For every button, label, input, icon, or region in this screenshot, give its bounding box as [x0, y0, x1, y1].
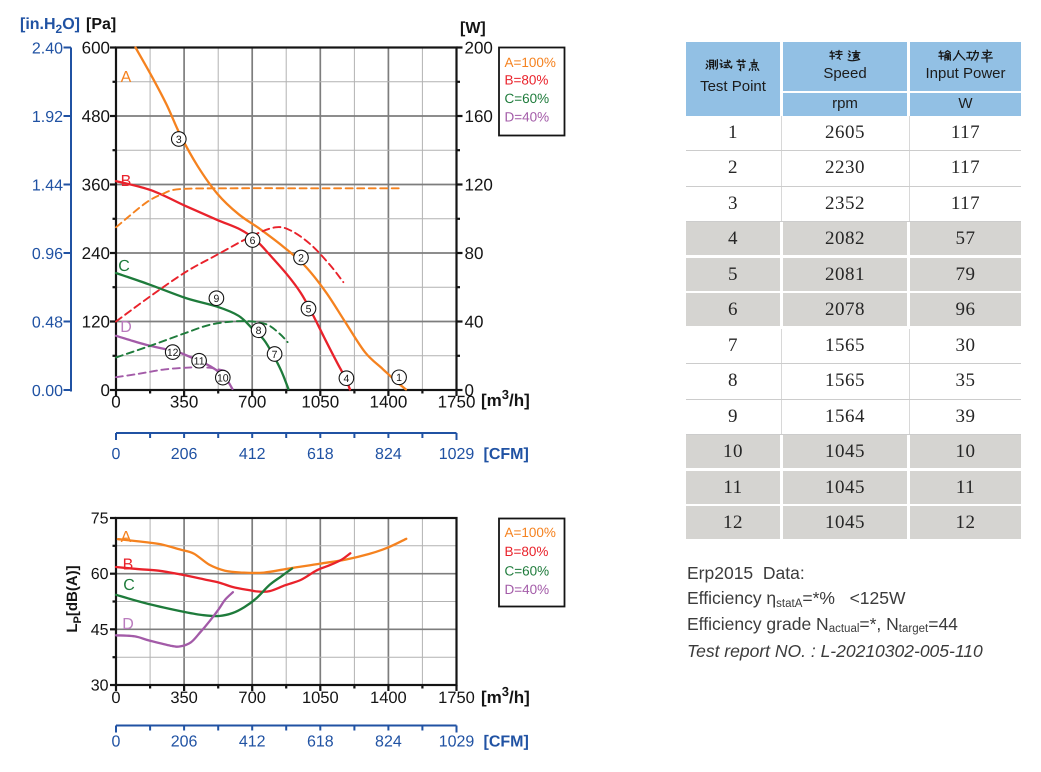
svg-text:600: 600 — [82, 39, 110, 58]
svg-text:D: D — [122, 616, 134, 633]
svg-text:[m3/h]: [m3/h] — [481, 387, 530, 410]
svg-text:618: 618 — [307, 446, 334, 463]
svg-text:5: 5 — [306, 303, 312, 315]
svg-text:75: 75 — [91, 511, 109, 528]
svg-text:1029: 1029 — [439, 734, 475, 751]
svg-text:0.00: 0.00 — [32, 383, 63, 400]
svg-text:8: 8 — [256, 325, 262, 337]
svg-text:B=80%: B=80% — [505, 544, 549, 559]
svg-text:D: D — [120, 319, 132, 336]
svg-text:120: 120 — [82, 313, 110, 332]
svg-text:9: 9 — [213, 293, 219, 305]
svg-text:[W]: [W] — [460, 20, 486, 37]
svg-text:1400: 1400 — [369, 393, 407, 412]
svg-text:0: 0 — [112, 446, 121, 463]
svg-text:B: B — [121, 173, 132, 190]
svg-text:350: 350 — [170, 393, 198, 412]
svg-text:30: 30 — [91, 678, 109, 695]
svg-text:C=60%: C=60% — [505, 564, 550, 579]
svg-text:1050: 1050 — [301, 393, 339, 412]
svg-text:618: 618 — [307, 734, 334, 751]
svg-text:2: 2 — [298, 252, 304, 264]
svg-text:1050: 1050 — [302, 689, 339, 707]
svg-text:0: 0 — [101, 381, 110, 400]
svg-text:4: 4 — [343, 373, 349, 385]
svg-text:LP[dB(A)]: LP[dB(A)] — [64, 565, 84, 632]
svg-text:160: 160 — [465, 107, 493, 126]
svg-text:206: 206 — [171, 446, 198, 463]
svg-text:7: 7 — [272, 349, 278, 361]
svg-text:824: 824 — [375, 446, 402, 463]
svg-text:C: C — [123, 577, 135, 594]
svg-text:240: 240 — [82, 244, 110, 263]
svg-text:824: 824 — [375, 734, 402, 751]
svg-text:0.48: 0.48 — [32, 315, 63, 332]
svg-text:A: A — [121, 529, 132, 546]
svg-text:0.96: 0.96 — [32, 246, 63, 263]
svg-text:A: A — [121, 69, 132, 86]
svg-text:11: 11 — [194, 356, 205, 368]
svg-text:C: C — [118, 258, 130, 275]
svg-text:[in.H2O]: [in.H2O] — [20, 16, 80, 36]
svg-text:A=100%: A=100% — [505, 525, 556, 540]
svg-text:D=40%: D=40% — [505, 110, 550, 125]
svg-text:1400: 1400 — [370, 689, 407, 707]
svg-text:0: 0 — [112, 734, 121, 751]
svg-text:360: 360 — [82, 176, 110, 195]
svg-text:412: 412 — [239, 734, 266, 751]
svg-text:0: 0 — [111, 393, 120, 412]
svg-text:C=60%: C=60% — [505, 91, 550, 106]
svg-text:B=80%: B=80% — [505, 73, 549, 88]
svg-text:1750: 1750 — [438, 393, 476, 412]
svg-text:200: 200 — [465, 39, 493, 58]
svg-text:350: 350 — [170, 689, 198, 707]
svg-text:700: 700 — [238, 689, 266, 707]
svg-text:D=40%: D=40% — [505, 582, 550, 597]
svg-text:12: 12 — [167, 347, 179, 359]
svg-text:0: 0 — [111, 689, 120, 707]
svg-text:2.40: 2.40 — [32, 41, 63, 58]
svg-text:1029: 1029 — [439, 446, 475, 463]
svg-text:1.92: 1.92 — [32, 109, 63, 126]
svg-text:480: 480 — [82, 107, 110, 126]
svg-text:10: 10 — [217, 372, 229, 384]
svg-text:6: 6 — [250, 235, 256, 247]
svg-text:A=100%: A=100% — [505, 55, 556, 70]
svg-text:45: 45 — [91, 622, 109, 639]
svg-text:[Pa]: [Pa] — [86, 16, 116, 33]
svg-text:[CFM]: [CFM] — [484, 734, 529, 751]
svg-text:1750: 1750 — [438, 689, 475, 707]
svg-text:40: 40 — [465, 313, 484, 332]
svg-text:80: 80 — [465, 244, 484, 263]
svg-text:206: 206 — [171, 734, 198, 751]
svg-text:60: 60 — [91, 566, 109, 583]
svg-text:[CFM]: [CFM] — [484, 446, 529, 463]
svg-text:1.44: 1.44 — [32, 178, 63, 195]
svg-text:3: 3 — [176, 134, 182, 146]
svg-text:1: 1 — [396, 372, 402, 384]
svg-text:120: 120 — [465, 176, 493, 195]
svg-text:B: B — [123, 557, 134, 574]
svg-text:700: 700 — [238, 393, 266, 412]
svg-text:412: 412 — [239, 446, 266, 463]
svg-text:[m3/h]: [m3/h] — [481, 684, 530, 707]
svg-text:0: 0 — [465, 381, 474, 400]
